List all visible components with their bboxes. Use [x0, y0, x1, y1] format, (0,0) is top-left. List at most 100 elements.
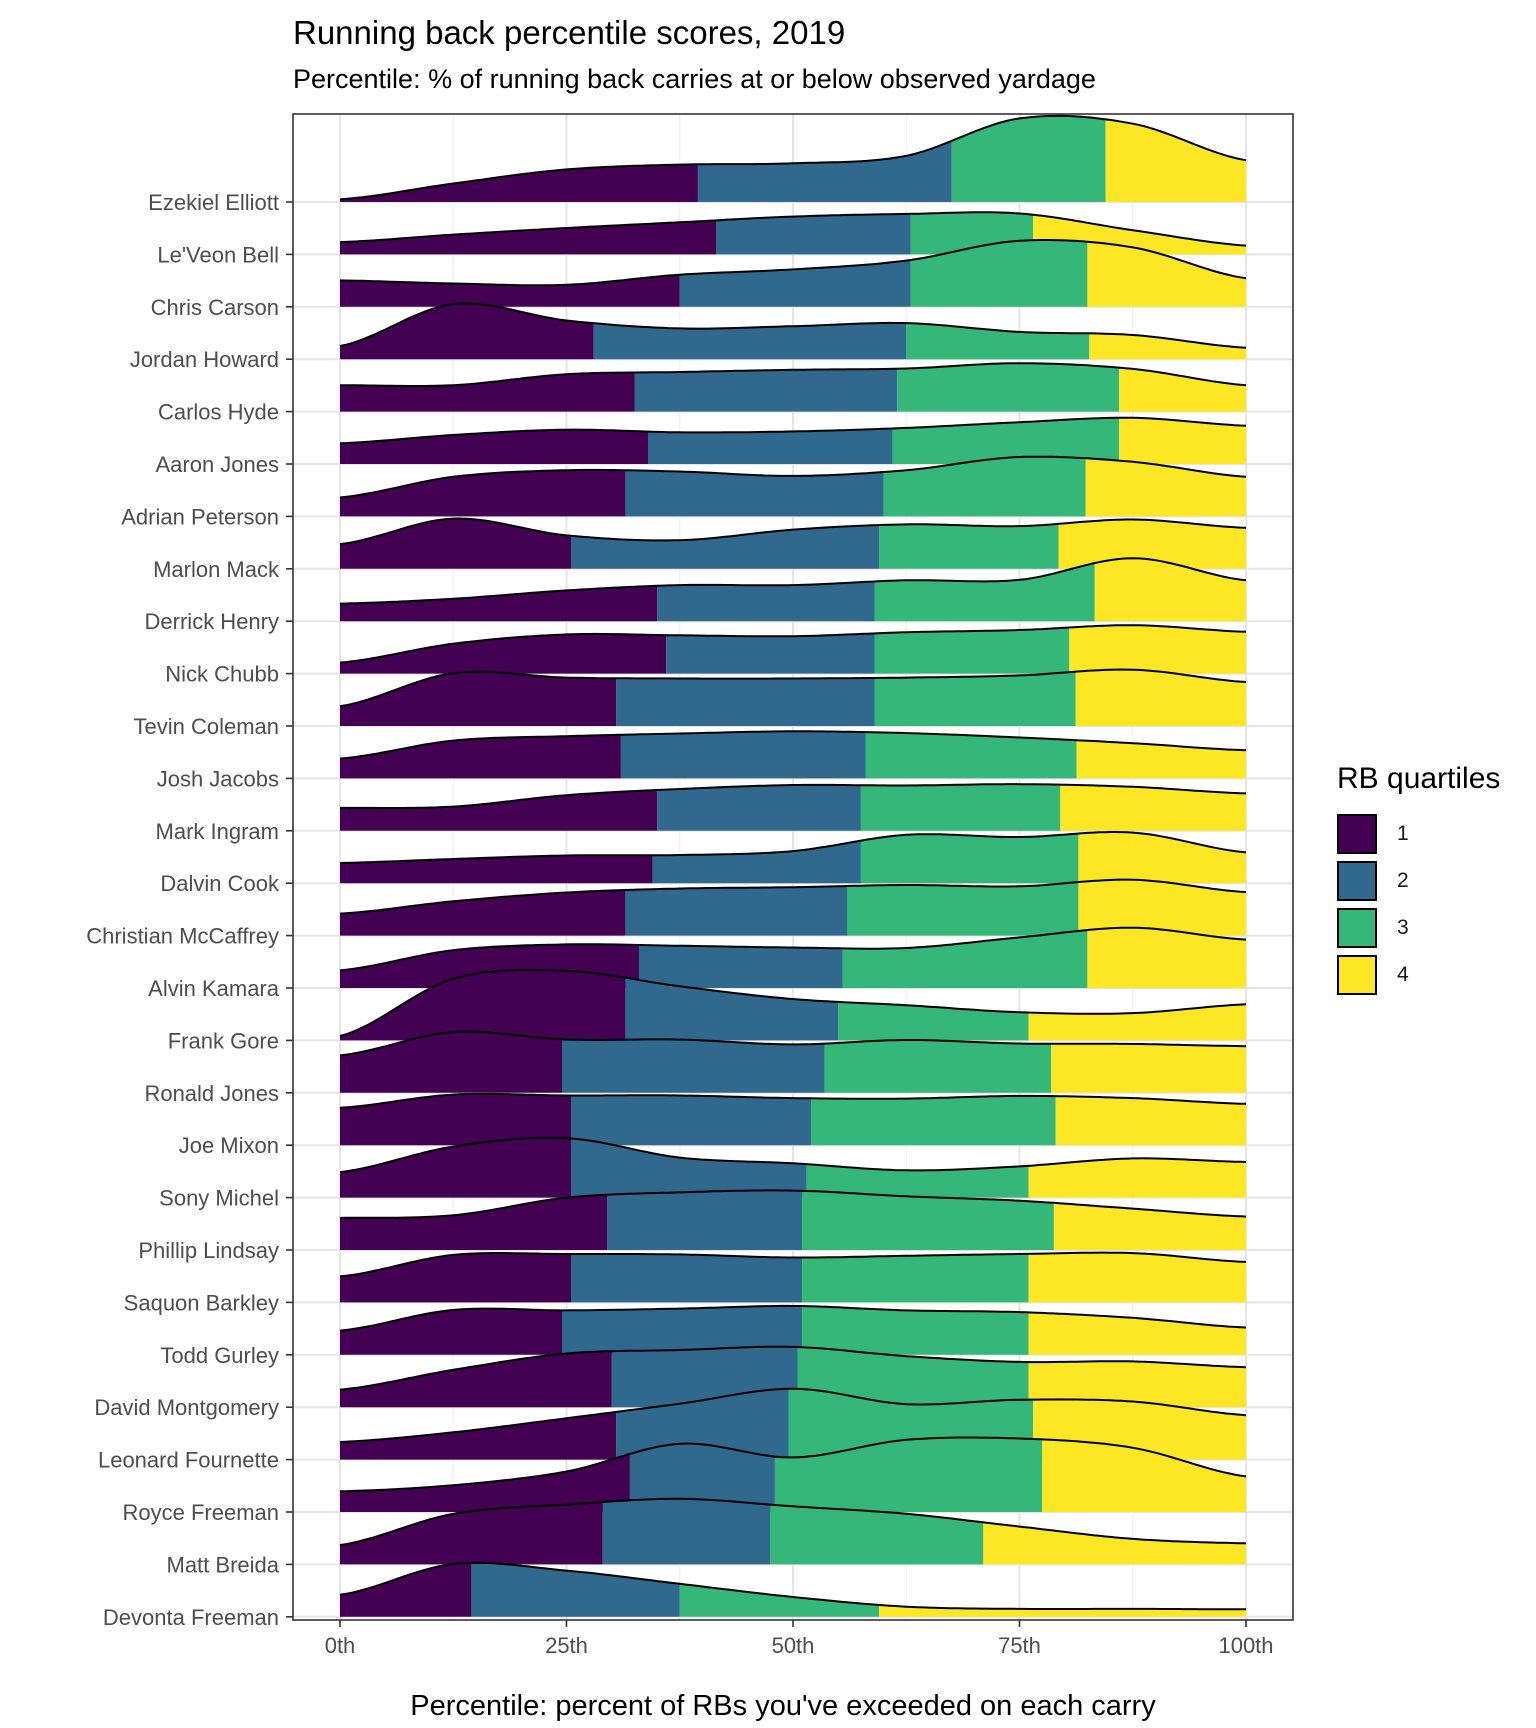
- density-outline: [339, 239, 1247, 287]
- quartile-4-area: [1089, 333, 1246, 360]
- y-tick-label: Devonta Freeman: [103, 1605, 279, 1630]
- quartile-4-area: [1028, 1252, 1246, 1303]
- chart-subtitle: Percentile: % of running back carries at…: [293, 64, 1096, 94]
- quartile-4-area: [1055, 1096, 1246, 1146]
- quartile-3-area: [906, 323, 1090, 360]
- y-tick-label: Royce Freeman: [122, 1500, 279, 1525]
- quartile-3-area: [770, 1504, 984, 1565]
- y-tick-label: Nick Chubb: [165, 662, 279, 687]
- quartile-4-area: [1028, 1312, 1246, 1355]
- quartile-3-area: [879, 523, 1059, 569]
- ridge-frank-gore: [339, 969, 1247, 1041]
- y-tick-label: Leonard Fournette: [98, 1448, 279, 1473]
- quartile-3-area: [897, 363, 1120, 412]
- ridge-derrick-henry: [339, 557, 1247, 622]
- density-outline: [339, 1387, 1247, 1443]
- y-tick-label: Christian McCaffrey: [86, 924, 279, 949]
- legend-label: 1: [1397, 821, 1409, 845]
- density-outline: [340, 783, 1247, 809]
- ridge-marlon-mack: [339, 517, 1247, 569]
- ridge-christian-mccaffrey: [339, 878, 1247, 936]
- density-outline: [339, 1251, 1247, 1278]
- x-tick-label: 75th: [998, 1633, 1041, 1658]
- quartile-2-area: [716, 213, 911, 255]
- quartile-1-area: [340, 855, 653, 884]
- ridges: [339, 114, 1247, 1617]
- quartile-4-area: [1051, 1043, 1246, 1093]
- quartile-2-area: [616, 678, 875, 726]
- quartile-3-area: [865, 732, 1077, 779]
- legend-item-2: 2: [1337, 857, 1500, 904]
- quartile-2-area: [648, 428, 893, 464]
- density-outline: [339, 517, 1247, 546]
- y-tick-label: Le'Veon Bell: [157, 242, 279, 267]
- quartile-4-area: [1087, 927, 1246, 988]
- quartile-3-area: [860, 833, 1079, 884]
- quartile-4-area: [1028, 1158, 1246, 1198]
- quartile-4-area: [1094, 558, 1246, 622]
- density-outline: [339, 730, 1247, 760]
- quartile-2-area: [679, 260, 911, 307]
- legend-label: 2: [1397, 868, 1409, 892]
- quartile-4-area: [1042, 1439, 1246, 1512]
- quartile-3-area: [847, 882, 1079, 936]
- quartile-1-area: [340, 274, 680, 307]
- quartile-4-area: [1028, 1361, 1246, 1408]
- quartile-1-area: [340, 164, 698, 202]
- ridge-joe-mixon: [339, 1092, 1247, 1146]
- quartile-2-area: [625, 470, 884, 517]
- quartile-4-area: [1119, 367, 1246, 412]
- density-outline: [339, 831, 1247, 864]
- quartile-1-area: [340, 518, 571, 569]
- y-tick-label: Dalvin Cook: [160, 871, 280, 896]
- density-outline: [339, 1136, 1247, 1174]
- quartile-2-area: [562, 1305, 803, 1355]
- quartile-1-area: [340, 220, 716, 255]
- quartile-3-area: [774, 1437, 1043, 1512]
- ridge-mark-ingram: [340, 783, 1247, 831]
- quartile-1-area: [340, 372, 635, 412]
- y-tick-label: Alvin Kamara: [148, 976, 280, 1001]
- quartile-3-area: [806, 1164, 1029, 1198]
- density-outline: [339, 926, 1247, 972]
- y-tick-label: Joe Mixon: [179, 1133, 279, 1158]
- legend-title: RB quartiles: [1337, 762, 1501, 795]
- density-outline: [339, 211, 1247, 247]
- chart-title: Running back percentile scores, 2019: [293, 14, 846, 51]
- ridge-carlos-hyde: [340, 362, 1247, 412]
- quartile-1-area: [340, 1093, 571, 1146]
- quartile-1-area: [340, 303, 594, 360]
- density-outline: [339, 1189, 1247, 1219]
- ridge-aaron-jones: [339, 416, 1247, 464]
- density-outline: [339, 114, 1247, 201]
- legend-label: 4: [1397, 962, 1409, 986]
- density-outline: [339, 624, 1247, 664]
- y-tick-label: Phillip Lindsay: [138, 1238, 279, 1263]
- density-outline: [340, 362, 1247, 387]
- density-outline: [339, 1561, 1246, 1611]
- quartile-2-area: [629, 1443, 775, 1512]
- quartile-2-area: [657, 581, 875, 622]
- legend-item-1: 1: [1337, 810, 1500, 857]
- quartile-4-area: [1119, 417, 1246, 464]
- y-tick-label: Todd Gurley: [160, 1343, 279, 1368]
- density-outline: [339, 1030, 1247, 1057]
- quartile-3-area: [679, 1583, 880, 1617]
- legend-swatch: [1337, 813, 1377, 854]
- ridge-phillip-lindsay: [339, 1189, 1247, 1250]
- quartile-3-area: [802, 1190, 1054, 1250]
- y-tick-label: David Montgomery: [94, 1395, 279, 1420]
- quartile-1-area: [340, 1137, 571, 1198]
- ridge-royce-freeman: [339, 1436, 1247, 1512]
- quartile-4-area: [1069, 625, 1246, 674]
- legend-item-4: 4: [1337, 951, 1500, 998]
- density-outline: [339, 455, 1247, 499]
- quartile-4-area: [1058, 519, 1246, 569]
- quartile-1-area: [340, 1411, 617, 1460]
- legend-swatch: [1337, 860, 1377, 901]
- quartile-2-area: [571, 1254, 803, 1303]
- quartile-1-area: [340, 790, 658, 831]
- quartile-3-area: [951, 115, 1106, 202]
- y-tick-label: Josh Jacobs: [157, 766, 279, 791]
